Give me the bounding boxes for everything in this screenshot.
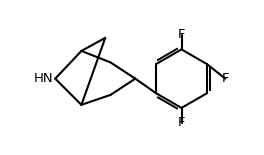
Text: F: F — [222, 72, 229, 85]
Text: HN: HN — [33, 72, 53, 85]
Text: F: F — [178, 116, 185, 129]
Text: F: F — [178, 28, 185, 41]
